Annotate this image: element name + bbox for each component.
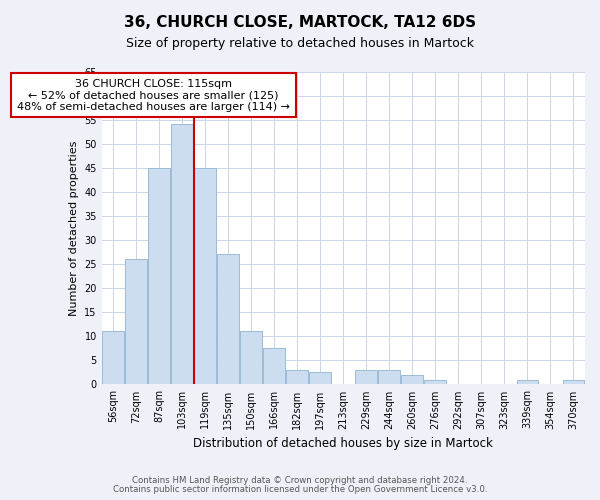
Bar bbox=[401, 375, 424, 384]
Y-axis label: Number of detached properties: Number of detached properties bbox=[69, 140, 79, 316]
Text: 36 CHURCH CLOSE: 115sqm
← 52% of detached houses are smaller (125)
48% of semi-d: 36 CHURCH CLOSE: 115sqm ← 52% of detache… bbox=[17, 78, 290, 112]
Text: Contains HM Land Registry data © Crown copyright and database right 2024.: Contains HM Land Registry data © Crown c… bbox=[132, 476, 468, 485]
Bar bbox=[194, 168, 216, 384]
Bar bbox=[125, 260, 147, 384]
Bar bbox=[217, 254, 239, 384]
Bar bbox=[379, 370, 400, 384]
Bar bbox=[310, 372, 331, 384]
Bar bbox=[241, 332, 262, 384]
Bar bbox=[148, 168, 170, 384]
Text: 36, CHURCH CLOSE, MARTOCK, TA12 6DS: 36, CHURCH CLOSE, MARTOCK, TA12 6DS bbox=[124, 15, 476, 30]
Bar bbox=[424, 380, 446, 384]
Bar bbox=[286, 370, 308, 384]
Bar bbox=[171, 124, 193, 384]
Bar bbox=[517, 380, 538, 384]
Text: Size of property relative to detached houses in Martock: Size of property relative to detached ho… bbox=[126, 38, 474, 51]
Text: Contains public sector information licensed under the Open Government Licence v3: Contains public sector information licen… bbox=[113, 485, 487, 494]
Bar bbox=[563, 380, 584, 384]
Bar bbox=[355, 370, 377, 384]
X-axis label: Distribution of detached houses by size in Martock: Distribution of detached houses by size … bbox=[193, 437, 493, 450]
Bar bbox=[263, 348, 285, 384]
Bar bbox=[102, 332, 124, 384]
